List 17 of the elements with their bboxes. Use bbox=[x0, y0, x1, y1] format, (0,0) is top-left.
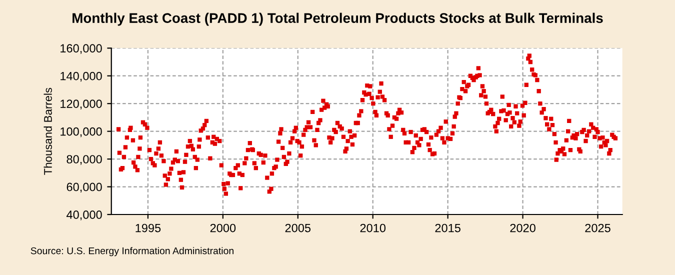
y-tick-label: 40,000 bbox=[66, 210, 102, 220]
y-axis-title: Thousand Barrels bbox=[44, 88, 52, 175]
y-tick-label: 100,000 bbox=[60, 127, 102, 138]
y-tick-label: 80,000 bbox=[66, 155, 102, 165]
source-note: Source: U.S. Energy Information Administration bbox=[30, 247, 234, 256]
chart-title: Monthly East Coast (PADD 1) Total Petroleum Products Stocks at Bulk Terminals bbox=[72, 12, 603, 26]
y-tick-label: 120,000 bbox=[60, 100, 102, 110]
x-tick-label: 2025 bbox=[585, 224, 610, 232]
x-tick-label: 2020 bbox=[510, 224, 536, 232]
x-tick-label: 2005 bbox=[285, 224, 311, 232]
x-tick-label: 2000 bbox=[210, 224, 236, 232]
x-tick-label: 2010 bbox=[360, 224, 386, 232]
y-tick-label: 140,000 bbox=[60, 72, 102, 82]
y-tick-label: 60,000 bbox=[66, 182, 102, 193]
x-tick-label: 2015 bbox=[435, 224, 460, 232]
y-tick-label: 160,000 bbox=[60, 44, 102, 54]
x-tick-label: 1995 bbox=[136, 224, 161, 232]
